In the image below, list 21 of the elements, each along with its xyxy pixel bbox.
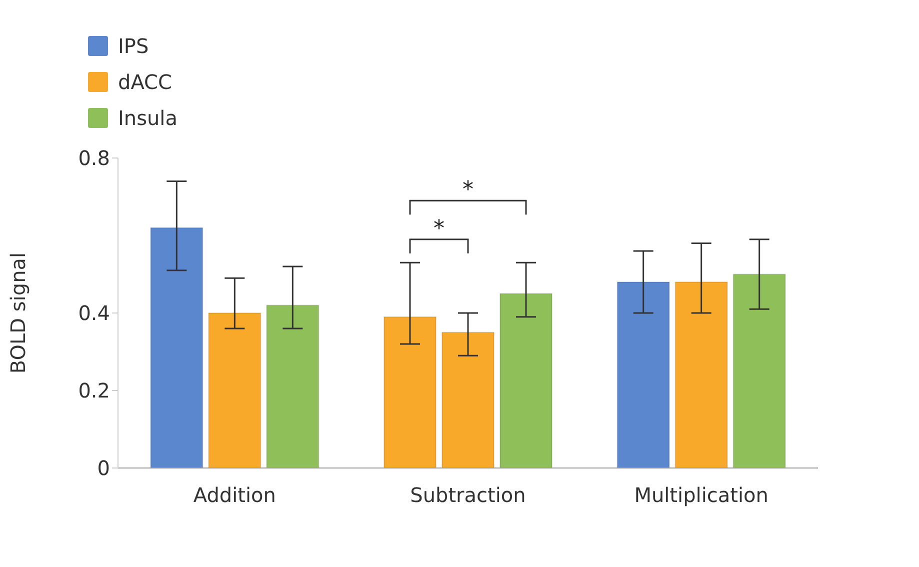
legend-label: Insula bbox=[118, 106, 178, 130]
bar bbox=[442, 332, 494, 468]
legend-label: dACC bbox=[118, 70, 172, 94]
bar bbox=[208, 312, 262, 468]
y-tick-label: 0.4 bbox=[78, 301, 110, 326]
x-tick-label: Multiplication bbox=[634, 483, 768, 508]
bar bbox=[674, 282, 728, 468]
x-tick-label: Addition bbox=[193, 483, 276, 508]
legend-label: IPS bbox=[118, 34, 149, 58]
bar bbox=[500, 293, 552, 468]
y-tick-label: 0.2 bbox=[78, 378, 110, 403]
x-tick-label: Subtraction bbox=[410, 483, 526, 508]
bar bbox=[616, 282, 670, 468]
y-tick-label: 0 bbox=[97, 456, 110, 480]
annotation: * bbox=[462, 178, 474, 203]
bar bbox=[150, 227, 204, 468]
y-axis-title: BOLD signal bbox=[6, 252, 30, 374]
bar bbox=[266, 304, 320, 468]
bar bbox=[732, 274, 786, 468]
annotation: * bbox=[434, 216, 444, 242]
y-tick-label: 0.8 bbox=[78, 146, 110, 170]
